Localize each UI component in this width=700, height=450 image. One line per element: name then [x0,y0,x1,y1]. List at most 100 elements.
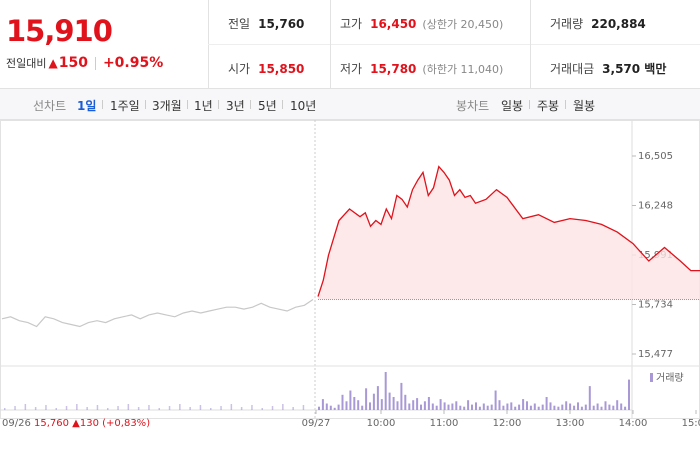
current-price: 15,910 [6,14,113,48]
x-tick-label: 15:00 [682,418,700,429]
volume-bar [592,405,595,410]
volume-bar [514,406,517,410]
volume-bar [318,406,320,410]
stat-high: 고가 16,450 (상한가 20,450) [340,15,503,32]
volume-bar [325,403,328,410]
stat-label: 거래대금 [550,62,595,76]
volume-bar [423,401,426,410]
tab-5year[interactable]: 5년 [258,99,277,113]
volume-bar [127,404,130,410]
volume-bar [529,405,532,410]
price-chart: 16,50516,24815,99115,73415,477거래량09/2710… [0,120,700,429]
volume-bar [624,406,627,410]
tab-monthly-candle[interactable]: 월봉 [573,99,596,113]
volume-bar [510,402,513,410]
volume-bar [4,408,6,410]
volume-bar [380,399,383,410]
prev-day-date: 09/26 [2,418,34,429]
volume-bar [580,406,583,410]
volume-bar [549,402,552,410]
price-line [317,165,700,297]
prev-day-close: 15,760 [34,418,72,429]
volume-bar [388,392,391,410]
prev-day-change: 130 [80,418,102,429]
volume-bar [369,402,371,410]
volume-bar [561,404,564,410]
prev-day-change-pct: (+0,83%) [102,418,150,429]
volume-bar [502,405,505,410]
tab-3month[interactable]: 3개월 [152,99,182,113]
volume-bar [168,406,171,410]
volume-bar [337,404,340,410]
x-tick-label: 11:00 [430,418,459,429]
volume-bar [384,372,387,410]
volume-bar [34,407,37,410]
volume-bar [199,405,202,410]
x-tick-label: 14:00 [619,418,648,429]
volume-bar [522,399,525,410]
y-tick-label: 15,477 [638,349,673,360]
volume-bar [498,400,501,410]
volume-bar [431,403,434,410]
volume-bar [357,400,360,410]
volume-bar [482,403,485,410]
volume-bar [596,403,599,410]
volume-bar [179,404,181,410]
tab-1year[interactable]: 1년 [194,99,213,113]
divider [250,100,251,109]
tab-1day[interactable]: 1일 [77,99,97,113]
volume-bar [608,404,611,410]
divider [330,0,331,88]
volume-bar [612,405,615,410]
stat-label: 고가 [340,17,363,31]
volume-bar [292,407,294,410]
volume-bar [76,404,78,410]
volume-legend-label: 거래량 [656,372,684,384]
tab-daily-candle[interactable]: 일봉 [501,99,524,113]
volume-bar [486,405,489,410]
stat-label: 전일 [228,17,251,31]
volume-bar [506,403,509,410]
divider [218,100,219,109]
stat-label: 저가 [340,62,363,76]
volume-bar [392,397,395,410]
volume-bar [467,400,470,410]
tab-1week[interactable]: 1주일 [110,99,140,113]
x-tick-label: 09/27 [302,418,331,429]
volume-bar [282,404,284,410]
price-area-fill [318,166,700,300]
up-triangle-icon: ▲ [48,56,58,70]
volume-bar [455,401,458,410]
volume-bar [541,404,544,410]
volume-bar [588,386,591,410]
tab-weekly-candle[interactable]: 주봉 [537,99,560,113]
volume-bar [261,408,263,410]
volume-bar [240,407,243,410]
volume-bar [573,405,576,410]
volume-bar [345,401,348,410]
y-tick-label: 15,734 [638,300,673,311]
volume-bar [447,404,450,410]
volume-bar [349,390,352,410]
volume-bar [494,390,497,410]
volume-bar [137,407,140,410]
volume-bar [333,407,336,410]
stat-open: 시가 15,850 [228,60,304,77]
quote-header: 15,910 전일대비 ▲ 150 +0.95% 전일 15,760 시가 15… [0,0,700,89]
volume-bar [435,405,438,410]
volume-bar [321,399,324,410]
divider [282,100,283,109]
volume-bar [86,407,88,410]
y-tick-label: 16,505 [638,151,673,162]
volume-bar [620,403,623,410]
volume-legend-swatch [650,373,653,382]
volume-bar [107,408,109,410]
stat-value: 16,450 [370,16,417,31]
volume-bar [518,404,521,410]
volume-bar [361,405,364,410]
volume-bar [158,408,160,410]
tab-3year[interactable]: 3년 [226,99,245,113]
tab-10year[interactable]: 10년 [290,99,317,113]
stat-trade-value: 거래대금 3,570 백만 [550,60,666,77]
change-percent: +0.95% [102,55,164,71]
